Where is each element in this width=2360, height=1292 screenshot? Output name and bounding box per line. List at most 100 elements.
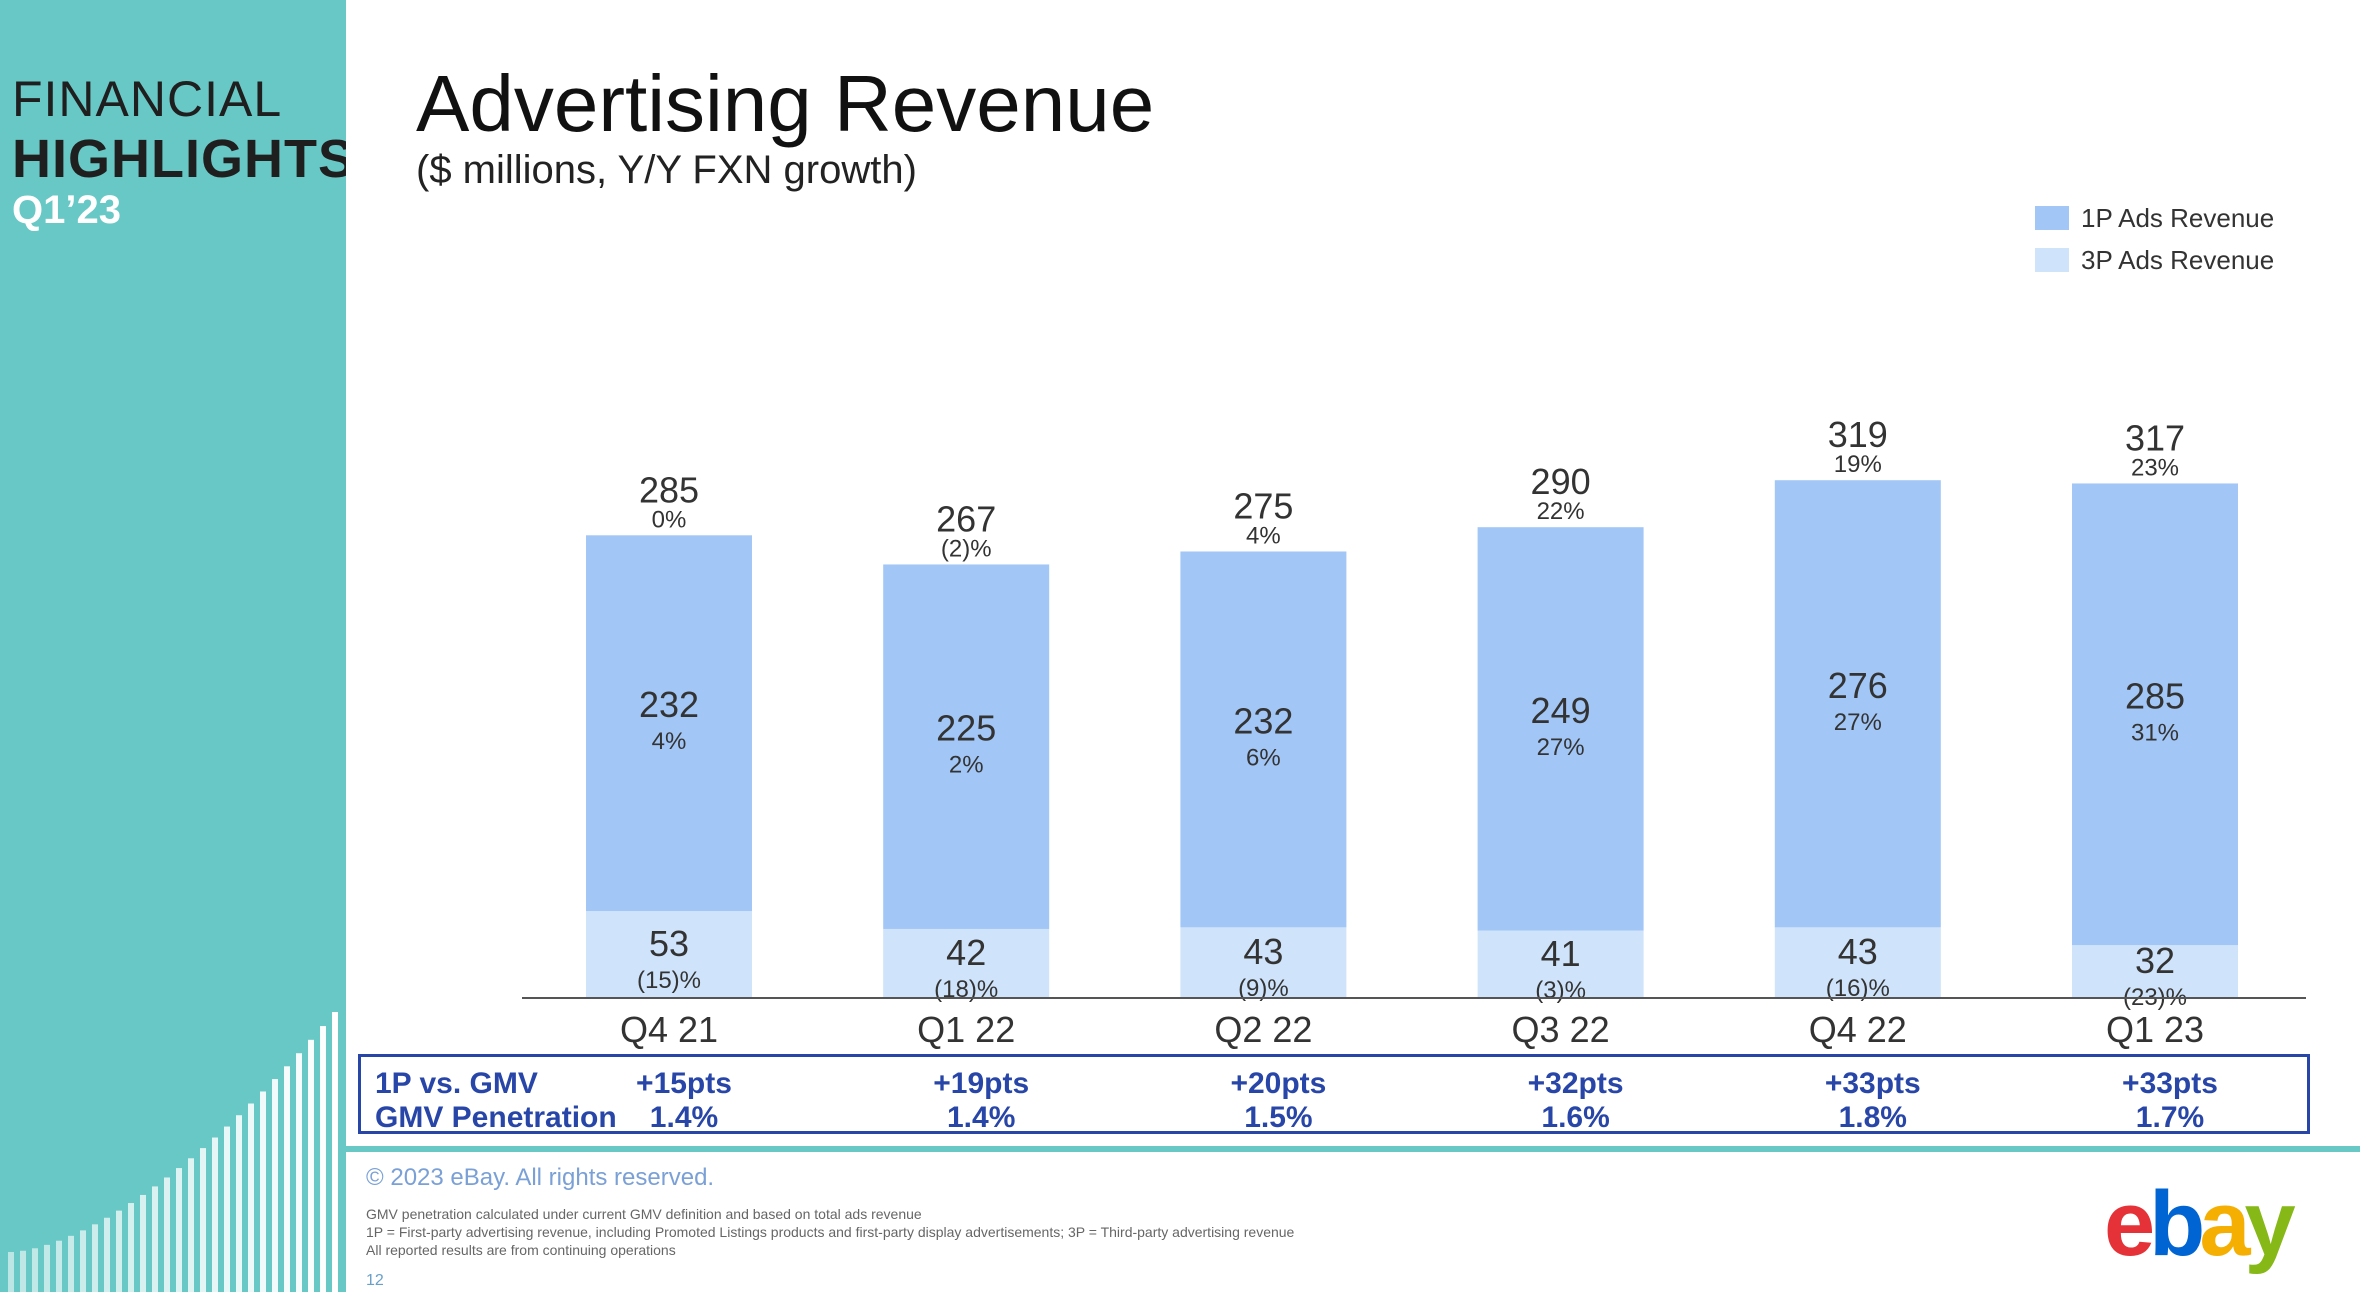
sidebar-decor-bar [308, 1039, 314, 1292]
label-1p-value-3: 249 [1531, 690, 1591, 731]
page-subtitle: ($ millions, Y/Y FXN growth) [416, 148, 917, 192]
label-total-growth-3: 22% [1537, 498, 1585, 525]
bar-3p-4 [1774, 927, 1941, 997]
sidebar-decor-bar [272, 1079, 278, 1292]
bar-1p-0 [586, 535, 752, 912]
metric-row2-label: GMV Penetration [375, 1101, 617, 1134]
footnote-2: 1P = First-party advertising revenue, in… [366, 1224, 1295, 1240]
sidebar-decor-bar [260, 1091, 266, 1292]
ebay-logo-letter: y [2244, 1173, 2296, 1275]
label-total-growth-4: 19% [1834, 451, 1882, 478]
label-3p-value-3: 41 [1541, 933, 1581, 974]
label-1p-growth-5: 31% [2131, 719, 2179, 746]
sidebar-decor-bar [224, 1126, 230, 1292]
ebay-logo-letter: a [2199, 1173, 2250, 1275]
bar-3p-1 [883, 928, 1050, 997]
sidebar-decor-bar [332, 1012, 338, 1292]
label-3p-value-1: 42 [946, 932, 986, 973]
page-title: Advertising Revenue [416, 59, 1155, 148]
sidebar-decor-bar [176, 1168, 182, 1292]
label-3p-value-2: 43 [1243, 931, 1283, 972]
sidebar-decor-bar [140, 1194, 146, 1292]
bar-1p-3 [1477, 527, 1644, 931]
bar-3p-0 [586, 911, 752, 997]
label-1p-growth-1: 2% [949, 752, 984, 779]
sidebar-decor-bar [104, 1217, 110, 1292]
legend-swatch-3p [2035, 248, 2069, 272]
ebay-logo-letter: b [2149, 1173, 2205, 1275]
label-1p-value-4: 276 [1828, 665, 1888, 706]
label-1p-growth-3: 27% [1537, 734, 1585, 761]
bar-1p-5 [2072, 483, 2238, 946]
label-3p-growth-0: (15)% [637, 967, 701, 994]
sidebar-title-highlights: HIGHLIGHTS [12, 129, 346, 189]
sidebar-decor-bar [128, 1203, 134, 1292]
category-label-0: Q4 21 [620, 1009, 718, 1050]
sidebar-decor-bar [92, 1224, 98, 1292]
sidebar-decor-bar [68, 1235, 74, 1292]
sidebar-decor-bar [8, 1252, 14, 1292]
category-label-4: Q4 22 [1809, 1009, 1907, 1050]
legend-swatch-1p [2035, 206, 2069, 230]
bar-3p-5 [2072, 945, 2238, 997]
legend-item-1p: 1P Ads Revenue [2035, 202, 2274, 234]
sidebar-decor-bar [152, 1186, 158, 1292]
label-total-value-1: 267 [936, 498, 996, 539]
label-1p-growth-2: 6% [1246, 744, 1281, 771]
sidebar-decor-bar [320, 1026, 326, 1292]
metric-row1-value: +15pts [636, 1067, 732, 1100]
sidebar-decor-bar [116, 1210, 122, 1292]
label-total-value-0: 285 [639, 469, 699, 510]
sidebar-decor-bar [236, 1115, 242, 1292]
label-1p-growth-0: 4% [652, 728, 687, 755]
metric-row1-value: +33pts [1824, 1067, 1921, 1100]
bar-3p-3 [1477, 930, 1644, 997]
bar-3p-2 [1180, 927, 1347, 997]
sidebar-decor-bar [44, 1244, 50, 1292]
metric-row1-value: +19pts [933, 1067, 1030, 1100]
footnote-3: All reported results are from continuing… [366, 1242, 676, 1258]
label-1p-value-5: 285 [2125, 675, 2185, 716]
sidebar-decor-bar [200, 1148, 206, 1292]
metric-row2-value: 1.8% [1838, 1101, 1907, 1134]
label-3p-value-4: 43 [1838, 931, 1878, 972]
metric-row1-value: +20pts [1230, 1067, 1327, 1100]
footer-divider [346, 1146, 2360, 1152]
bar-1p-1 [883, 564, 1050, 929]
label-3p-growth-3: (3)% [1535, 977, 1586, 1004]
sidebar: FINANCIAL HIGHLIGHTS Q1’23 [0, 0, 346, 1292]
sidebar-decor-bar [212, 1137, 218, 1292]
legend-label-3p: 3P Ads Revenue [2081, 244, 2275, 275]
metric-row2-value: 1.5% [1244, 1101, 1313, 1134]
sidebar-decor-bar [188, 1158, 194, 1292]
metric-row1-label: 1P vs. GMV [375, 1067, 538, 1100]
metric-row2-value: 1.4% [649, 1101, 719, 1134]
label-total-value-4: 319 [1828, 414, 1888, 455]
label-total-growth-2: 4% [1246, 523, 1281, 550]
sidebar-title-financial: FINANCIAL [12, 71, 283, 127]
legend-item-3p: 3P Ads Revenue [2035, 244, 2274, 276]
label-1p-value-0: 232 [639, 684, 699, 725]
label-3p-value-0: 53 [649, 923, 689, 964]
sidebar-decor-bar [284, 1066, 290, 1292]
page-number: 12 [366, 1272, 384, 1289]
ebay-logo: ebay [2104, 1178, 2296, 1270]
sidebar-quarter: Q1’23 [12, 188, 121, 232]
category-label-1: Q1 22 [917, 1009, 1015, 1050]
sidebar-decor-bar [164, 1177, 170, 1292]
metric-row2-value: 1.7% [2135, 1101, 2205, 1134]
label-1p-value-1: 225 [936, 708, 996, 749]
copyright: © 2023 eBay. All rights reserved. [366, 1164, 715, 1191]
bar-1p-4 [1774, 480, 1941, 928]
label-1p-value-2: 232 [1233, 700, 1293, 741]
metric-row1-value: +33pts [2122, 1067, 2218, 1100]
bar-1p-2 [1180, 551, 1347, 928]
category-label-2: Q2 22 [1214, 1009, 1312, 1050]
label-3p-value-5: 32 [2135, 940, 2175, 981]
sidebar-decor-bar [80, 1230, 86, 1292]
sidebar-decor-bar [32, 1248, 38, 1292]
legend-label-1p: 1P Ads Revenue [2081, 202, 2275, 233]
sidebar-decor-bar [56, 1240, 62, 1292]
sidebar-decorative-bars [8, 1012, 338, 1292]
